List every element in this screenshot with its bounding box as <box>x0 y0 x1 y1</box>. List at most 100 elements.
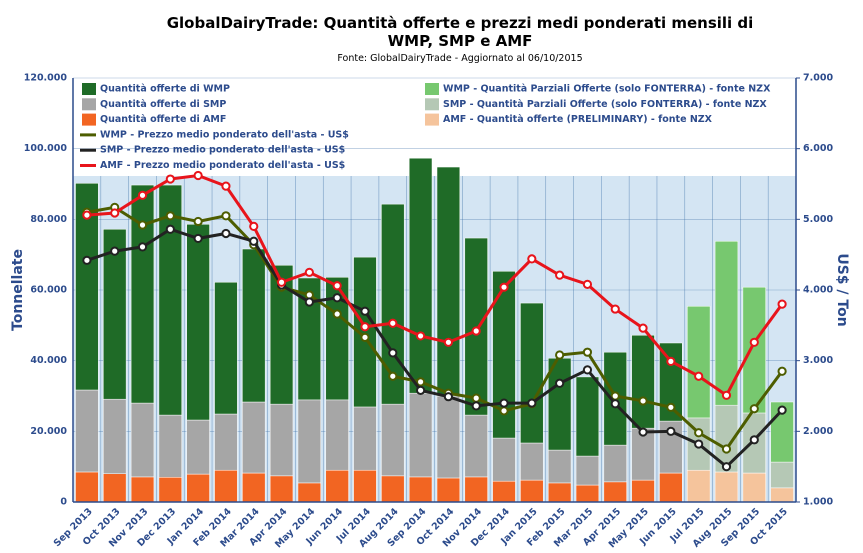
bar-segment <box>242 472 266 503</box>
y2-tick-label: 6.000 <box>803 143 833 154</box>
price-marker <box>777 366 787 376</box>
chart-subtitle: Fonte: GlobalDairyTrade - Aggiornato al … <box>337 53 583 64</box>
price-marker <box>137 220 148 230</box>
price-marker <box>82 255 92 265</box>
price-marker <box>388 371 398 381</box>
bar-segment <box>714 471 739 503</box>
price-line <box>86 205 784 451</box>
price-marker <box>749 435 759 445</box>
price-marker <box>332 293 342 303</box>
price-marker <box>638 396 648 406</box>
price-marker <box>443 337 454 347</box>
price-marker <box>749 337 759 347</box>
bar-segment <box>158 184 182 416</box>
bar-segment <box>520 479 544 503</box>
price-marker <box>499 282 509 292</box>
price-marker <box>721 444 732 454</box>
price-marker <box>666 356 676 366</box>
y-tick-label: 20.000 <box>30 426 67 437</box>
price-marker <box>777 405 787 415</box>
bar-segment <box>714 240 739 406</box>
price-marker <box>610 399 620 409</box>
price-marker <box>276 277 287 287</box>
bar-segment <box>75 389 99 473</box>
bar-segment <box>353 256 377 408</box>
price-marker <box>471 401 481 411</box>
bar-segment <box>575 455 600 486</box>
price-marker <box>443 392 454 402</box>
y2-tick-label: 3.000 <box>803 355 833 366</box>
bar-segment <box>408 157 433 394</box>
bar-segment <box>158 414 182 478</box>
chart-title: GlobalDairyTrade: Quantità offerte e pre… <box>166 14 754 50</box>
price-marker <box>332 281 342 291</box>
bar-segment <box>103 228 127 400</box>
bar-segment <box>103 398 127 474</box>
y-tick-label: 100.000 <box>24 143 68 154</box>
bar-segment <box>214 413 238 471</box>
price-marker <box>388 318 398 328</box>
bar-segment <box>659 472 683 503</box>
bar-segment <box>770 461 794 489</box>
price-marker <box>165 211 175 221</box>
price-marker <box>110 208 120 218</box>
price-marker <box>249 236 259 246</box>
price-marker <box>415 377 426 387</box>
bar-segment <box>269 265 294 405</box>
bar-segment <box>130 184 155 404</box>
price-marker <box>360 306 370 316</box>
legend-label: WMP - Prezzo medio ponderato dell'asta -… <box>100 129 349 140</box>
y-tick-label: 40.000 <box>30 355 67 366</box>
price-marker <box>471 326 481 336</box>
bar-segment <box>575 484 600 503</box>
price-marker <box>582 365 593 375</box>
price-marker <box>721 462 732 472</box>
legend-label: SMP - Quantità Parziali Offerte (solo FO… <box>443 99 767 110</box>
y-tick-label: 120.000 <box>24 73 68 84</box>
y-tick-label: 80.000 <box>30 214 67 225</box>
price-marker <box>694 371 704 381</box>
price-marker <box>694 428 704 438</box>
bar-segment <box>242 401 266 474</box>
bar-segment <box>492 437 516 482</box>
bar-segment <box>297 277 322 401</box>
price-marker <box>527 254 537 264</box>
price-marker <box>110 246 120 256</box>
bar-segment <box>603 481 627 503</box>
bar-segment <box>631 479 655 503</box>
bar-segment <box>575 376 600 457</box>
bar-segment <box>687 469 711 503</box>
legend-label: AMF - Prezzo medio ponderato dell'asta -… <box>100 160 345 171</box>
price-marker <box>555 350 565 360</box>
price-marker <box>165 174 175 184</box>
bar-segment <box>742 472 766 503</box>
bar-segment <box>130 402 155 478</box>
bar-segment <box>464 414 488 478</box>
legend-swatch <box>425 113 439 126</box>
y-tick-label: 60.000 <box>30 285 67 296</box>
price-marker <box>193 216 203 227</box>
bar-segment <box>130 476 155 503</box>
price-marker <box>388 348 398 358</box>
y2-tick-label: 4.000 <box>803 285 833 296</box>
price-marker <box>82 210 92 220</box>
legend-swatch <box>82 113 96 126</box>
price-marker <box>221 181 231 191</box>
price-marker <box>193 233 203 244</box>
price-marker <box>249 221 259 231</box>
price-marker <box>694 439 704 449</box>
price-marker <box>471 393 481 403</box>
bar-segment <box>492 271 516 439</box>
price-line <box>86 173 784 398</box>
price-marker <box>555 270 565 280</box>
price-marker <box>221 211 231 221</box>
bar-segment <box>353 406 377 471</box>
price-marker <box>610 304 620 314</box>
legend-swatch <box>82 98 96 111</box>
bar-segment <box>492 480 516 503</box>
bar-segment <box>408 392 433 478</box>
price-marker <box>777 299 787 309</box>
legend-swatch <box>425 98 439 111</box>
y-tick-label: 0 <box>60 497 67 508</box>
